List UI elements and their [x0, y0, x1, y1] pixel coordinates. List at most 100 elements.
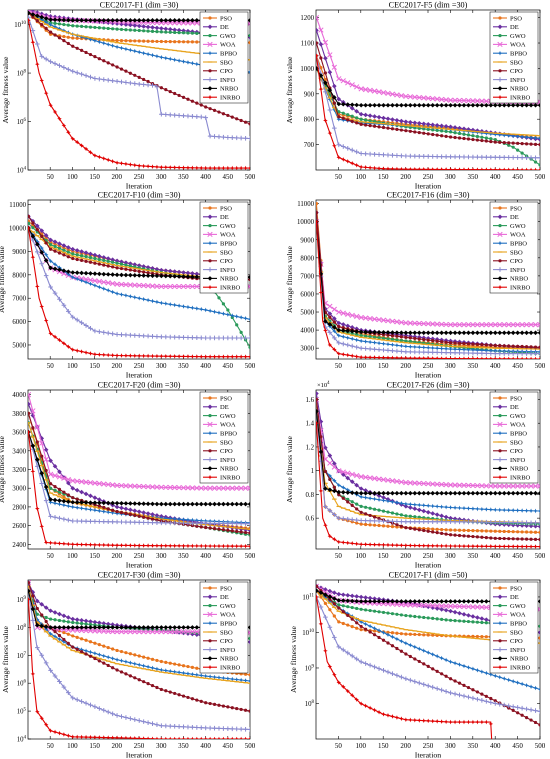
- series-marker: [466, 506, 471, 511]
- series-marker: [461, 693, 467, 699]
- series-marker: [386, 611, 390, 615]
- series-marker: [430, 330, 435, 336]
- series-marker: [425, 321, 431, 327]
- series-marker: [109, 280, 116, 287]
- x-axis-label: Iteration: [126, 182, 153, 191]
- series-marker: [475, 535, 480, 539]
- series-marker: [457, 347, 462, 352]
- chart-panel-2: CEC2017-F5 (dim =30)50 100 150 200 250 300 350…: [285, 1, 546, 191]
- series-marker: [225, 501, 231, 507]
- legend-label: BPBO: [220, 51, 237, 58]
- series-marker: [358, 164, 364, 170]
- series-marker: [145, 273, 151, 278]
- series-marker: [372, 523, 377, 527]
- series-marker: [528, 322, 534, 328]
- series-marker: [376, 166, 382, 170]
- series-marker: [132, 23, 138, 28]
- series-marker: [480, 135, 484, 139]
- series-marker: [61, 625, 67, 630]
- legend-label: DE: [220, 404, 229, 411]
- series-marker: [150, 501, 155, 507]
- series-marker: [399, 599, 404, 604]
- legend-label: NRBO: [220, 656, 238, 663]
- series-marker: [132, 262, 138, 267]
- series-marker: [470, 506, 476, 511]
- y-tick-label: 11000: [297, 201, 314, 208]
- legend-item-sbo: SBO: [493, 249, 523, 256]
- series-marker: [133, 73, 137, 77]
- series-marker: [345, 159, 351, 164]
- series-marker: [381, 610, 386, 615]
- legend-item-bpbo: BPBO: [203, 431, 237, 438]
- series-marker: [204, 525, 208, 530]
- series-marker: [164, 689, 168, 693]
- series-marker: [488, 544, 494, 549]
- series-marker: [114, 519, 120, 525]
- series-marker: [354, 344, 359, 350]
- series-marker: [492, 155, 498, 160]
- series-marker: [493, 536, 497, 540]
- series-marker: [395, 127, 399, 132]
- series-marker: [132, 333, 138, 338]
- series-marker: [480, 529, 484, 533]
- series-marker: [247, 335, 250, 341]
- series-marker: [203, 485, 209, 491]
- series-marker: [198, 485, 204, 491]
- series-marker: [412, 120, 418, 126]
- series-marker: [403, 344, 409, 349]
- series-marker: [520, 530, 524, 534]
- series-marker: [515, 356, 520, 359]
- series-marker: [363, 518, 368, 523]
- series-marker: [101, 77, 107, 82]
- series-marker: [70, 734, 76, 739]
- series-marker: [57, 241, 62, 246]
- series-marker: [359, 117, 363, 121]
- series-marker: [247, 521, 250, 527]
- series-marker: [443, 657, 449, 663]
- series-marker: [515, 134, 520, 139]
- series-marker: [145, 520, 151, 525]
- series-marker: [359, 333, 363, 338]
- series-marker: [484, 348, 489, 353]
- series-marker: [43, 722, 49, 727]
- series-marker: [79, 278, 84, 283]
- y-tick-exponent: 4: [24, 736, 27, 741]
- series-marker: [30, 39, 36, 45]
- series-marker: [92, 271, 98, 276]
- series-marker: [109, 482, 116, 488]
- series-marker: [111, 27, 115, 31]
- y-tick-label: 3200: [12, 467, 26, 474]
- series-marker: [225, 135, 231, 140]
- series-marker: [212, 134, 217, 139]
- series-marker: [128, 294, 133, 299]
- series-marker: [377, 516, 381, 521]
- series-marker: [181, 501, 186, 507]
- series-marker: [225, 335, 231, 341]
- series-marker: [70, 542, 76, 547]
- series-marker: [88, 622, 93, 627]
- series-marker: [31, 15, 35, 19]
- series-marker: [124, 651, 128, 655]
- series-marker: [403, 717, 409, 722]
- series-marker: [154, 18, 160, 23]
- series-marker: [110, 331, 115, 337]
- legend-swatch-marker: [207, 41, 213, 48]
- series-marker: [127, 483, 134, 489]
- series-marker: [372, 507, 377, 511]
- series-marker: [537, 483, 540, 489]
- series-marker: [355, 626, 359, 630]
- series-marker: [506, 155, 512, 160]
- series-marker: [146, 29, 150, 33]
- series-marker: [328, 477, 332, 481]
- series-marker: [327, 52, 333, 58]
- series-marker: [105, 330, 111, 336]
- series-marker: [172, 625, 177, 630]
- series-marker: [243, 335, 248, 341]
- series-marker: [57, 251, 62, 255]
- series-marker: [229, 313, 235, 318]
- legend-item-bpbo: BPBO: [203, 51, 237, 58]
- series-marker: [83, 542, 89, 547]
- series-marker: [484, 330, 489, 336]
- series-marker: [350, 119, 354, 123]
- series-marker: [123, 293, 129, 298]
